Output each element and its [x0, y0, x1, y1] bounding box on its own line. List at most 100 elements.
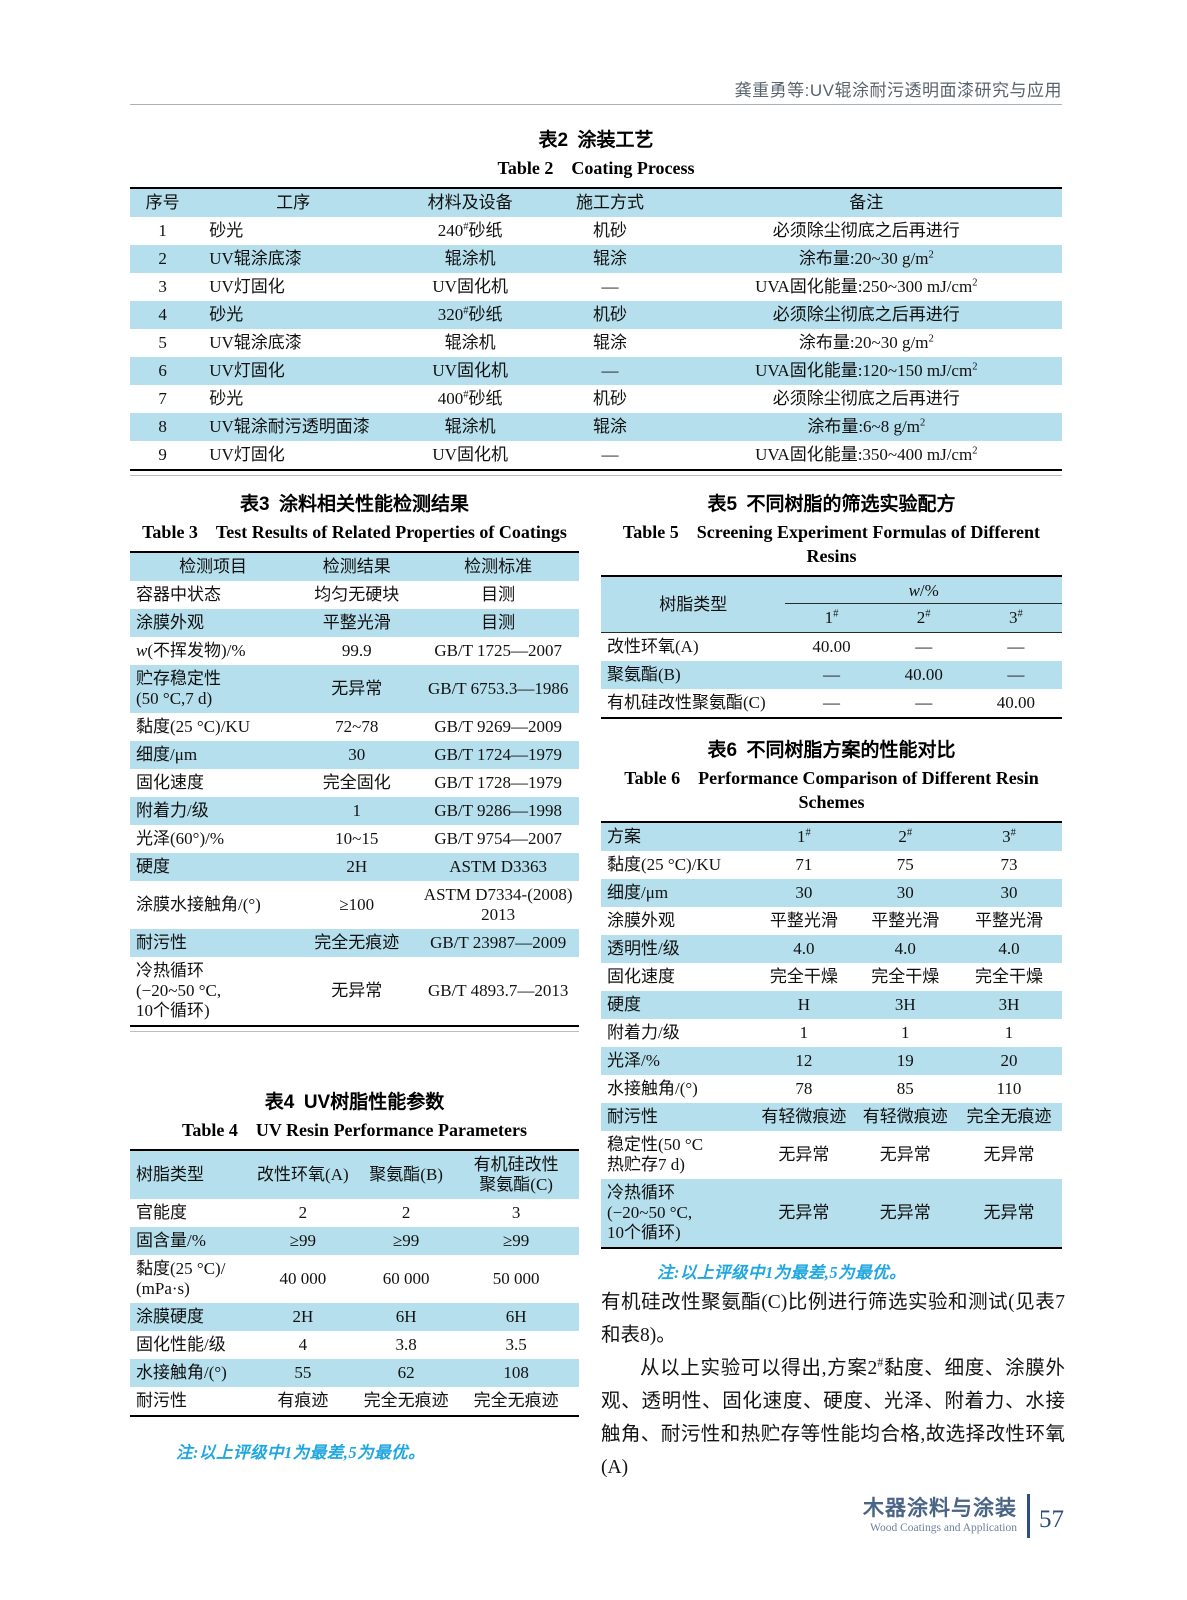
- table-cell: 附着力/级: [607, 1023, 680, 1042]
- table-cell: 4.0: [753, 935, 855, 963]
- col-header: w/%: [785, 576, 1062, 604]
- table-cell: 细度/μm: [130, 741, 297, 769]
- table-cell: 30: [753, 879, 855, 907]
- table-row: 细度/μm 30 GB/T 1724—1979: [130, 741, 579, 769]
- table2-body: 1 砂光 240#砂纸 机砂 必须除尘彻底之后再进行 2 UV辊涂底漆 辊涂机 辊涂 涂布量:20…: [130, 217, 1062, 470]
- table-cell: 涂布量:20~30 g/m2: [798, 333, 934, 352]
- table-cell: 涂布量:20~30 g/m2: [670, 245, 1062, 273]
- table-cell: UVA固化能量:120~150 mJ/cm2: [670, 357, 1062, 385]
- table-cell: 3H: [854, 991, 956, 1019]
- table-cell: 水接触角/(°): [130, 1359, 247, 1387]
- table-cell: 2: [298, 1203, 308, 1222]
- table-cell: 贮存稳定性 (50 °C,7 d): [130, 665, 297, 713]
- col-header: 1#: [753, 822, 855, 851]
- table-cell: 10~15: [335, 829, 379, 848]
- table-cell: ≥99: [246, 1227, 359, 1255]
- table-row: 黏度(25 °C)/KU 72~78 GB/T 9269—2009: [130, 713, 579, 741]
- col-header: 工序: [195, 188, 391, 217]
- table3-bottom-rule: [130, 1031, 579, 1032]
- col-header: 3#: [955, 822, 1062, 851]
- table-row: 耐污性 有轻微痕迹 有轻微痕迹 完全无痕迹: [601, 1103, 1062, 1131]
- col-header: 2#: [877, 603, 970, 633]
- col-header: 聚氨酯(B): [358, 1150, 454, 1199]
- table-cell: —: [969, 661, 1062, 689]
- col-header: 备注: [670, 188, 1062, 217]
- table-row: 贮存稳定性 (50 °C,7 d) 无异常 GB/T 6753.3—1986: [130, 665, 579, 713]
- table-cell: —: [915, 693, 933, 712]
- table-cell: 4.0: [955, 935, 1062, 963]
- table-cell: 有轻微痕迹: [854, 1103, 956, 1131]
- table-cell: UV灯固化: [209, 445, 285, 464]
- col-header: 1#: [785, 603, 878, 633]
- table-cell: 7: [158, 389, 167, 408]
- table-cell: 固含量/%: [130, 1227, 247, 1255]
- table-row: 稳定性(50 °C 热贮存7 d) 无异常 无异常 无异常: [601, 1131, 1062, 1179]
- table5-header: 树脂类型 w/% 1# 2# 3#: [601, 576, 1062, 633]
- table-cell: 涂膜外观: [607, 911, 675, 930]
- table-cell: 3: [511, 1203, 521, 1222]
- table-cell: 完全无痕迹: [473, 1391, 559, 1410]
- table-cell: 5: [158, 333, 167, 352]
- table-cell: 平整光滑: [974, 911, 1043, 930]
- table-cell: ASTM D7334-(2008) 2013: [423, 885, 573, 924]
- table-cell: —: [785, 661, 878, 689]
- col-header: 2#: [854, 822, 956, 851]
- table-cell: UV辊涂底漆: [209, 333, 302, 352]
- table3-section: 表3 涂料相关性能检测结果 Table 3 Test Results of Re…: [130, 492, 579, 1032]
- table3-caption-zh: 表3 涂料相关性能检测结果: [239, 494, 470, 515]
- table-cell: ≥99: [358, 1227, 454, 1255]
- journal-title-zh: 木器涂料与涂装: [863, 1496, 1017, 1520]
- table-cell: 无异常: [331, 981, 383, 1000]
- table-row: 6 UV灯固化 UV固化机 — UVA固化能量:120~150 mJ/cm2: [130, 357, 1062, 385]
- table-cell: 71: [795, 855, 813, 874]
- table4-section: 表4 UV树脂性能参数 Table 4 UV Resin Performance…: [130, 1090, 579, 1463]
- table2-section: 表2 涂装工艺 Table 2 Coating Process 序号 工序 材料…: [130, 128, 1062, 476]
- table-cell: 1: [158, 221, 167, 240]
- table-cell: 改性环氧(A): [607, 637, 699, 656]
- table-cell: 耐污性: [136, 1391, 187, 1410]
- table-cell: H: [753, 991, 855, 1019]
- table-cell: —: [823, 693, 840, 712]
- table-cell: 75: [896, 855, 914, 874]
- body-text: 有机硅改性聚氨酯(C)比例进行筛选实验和测试(见表7和表8)。 从以上实验可以得…: [601, 1286, 1065, 1484]
- table-row: 改性环氧(A) 40.00 — —: [601, 633, 1062, 662]
- table-cell: 有轻微痕迹: [753, 1103, 855, 1131]
- table-cell: 73: [1000, 855, 1018, 874]
- table-cell: 完全无痕迹: [955, 1103, 1062, 1131]
- table-row: 涂膜外观 平整光滑 目测: [130, 609, 579, 637]
- table-cell: 耐污性: [130, 929, 297, 957]
- table-row: 1 砂光 240#砂纸 机砂 必须除尘彻底之后再进行: [130, 217, 1062, 245]
- table-cell: 30: [854, 879, 956, 907]
- table-cell: 3H: [955, 991, 1062, 1019]
- table-row: 2 UV辊涂底漆 辊涂机 辊涂 涂布量:20~30 g/m2: [130, 245, 1062, 273]
- table-row: 8 UV辊涂耐污透明面漆 辊涂机 辊涂 涂布量:6~8 g/m2: [130, 413, 1062, 441]
- table-cell: 60 000: [382, 1269, 430, 1288]
- table-cell: 85: [896, 1079, 914, 1098]
- col-header: 方案: [601, 822, 754, 851]
- table-cell: 固化速度: [607, 967, 675, 986]
- table-row: 硬度 H 3H 3H: [601, 991, 1062, 1019]
- table-row: 涂膜硬度 2H 6H 6H: [130, 1303, 579, 1331]
- table2-caption-en: Table 2 Coating Process: [497, 158, 695, 178]
- table-cell: GB/T 1728—1979: [434, 773, 562, 792]
- table-row: 有机硅改性聚氨酯(C) — — 40.00: [601, 689, 1062, 718]
- col-header: 检测项目: [130, 552, 297, 581]
- table-cell: 40.00: [812, 637, 851, 656]
- table-cell: 无异常: [983, 1145, 1035, 1164]
- table-cell: GB/T 23987—2009: [417, 929, 579, 957]
- table-cell: w(不挥发物)/%: [136, 641, 246, 660]
- table4-caption-zh: 表4 UV树脂性能参数: [264, 1092, 445, 1113]
- table-cell: 有机硅改性聚氨酯(C): [607, 693, 766, 712]
- table-row: 细度/μm 30 30 30: [601, 879, 1062, 907]
- table-cell: 完全干燥: [769, 967, 838, 986]
- table-cell: 细度/μm: [601, 879, 754, 907]
- table-cell: 平整光滑: [769, 911, 838, 930]
- table4-rating-note: 注:以上评级中1为最差,5为最优。: [176, 1443, 426, 1462]
- running-head: 龚重勇等:UV辊涂耐污透明面漆研究与应用: [734, 81, 1062, 100]
- table-cell: 30: [296, 741, 418, 769]
- table-cell: 6H: [453, 1303, 579, 1331]
- table-cell: 62: [358, 1359, 454, 1387]
- table6-performance-comparison: 方案 1# 2# 3# 黏度(25 °C)/KU 71 75 73 细度/μm 30 30 3…: [601, 821, 1062, 1249]
- table6-caption-en: Table 6 Performance Comparison of Differ…: [624, 768, 1039, 812]
- table-cell: 黏度(25 °C)/KU: [607, 855, 721, 874]
